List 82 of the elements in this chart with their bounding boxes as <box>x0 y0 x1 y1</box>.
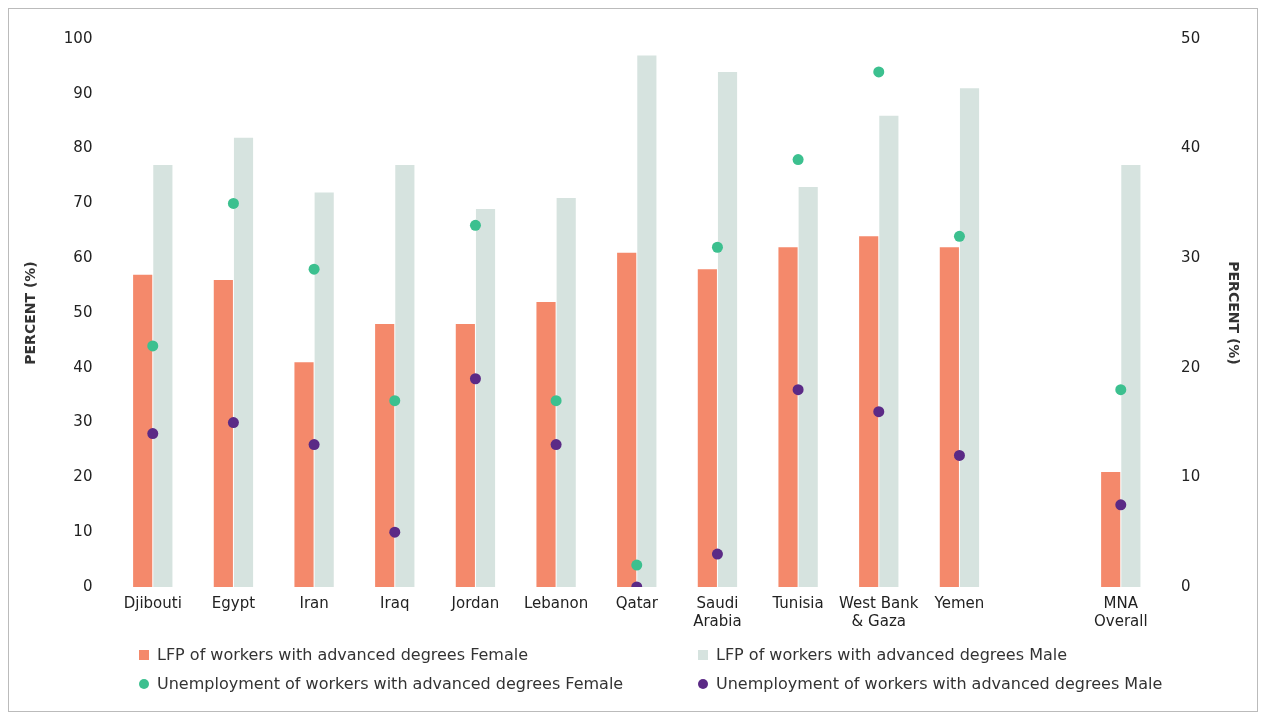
point <box>147 428 159 440</box>
x-tick-label: Egypt <box>211 593 256 612</box>
x-tick-label: Lebanon <box>523 593 589 612</box>
y-tick-label: 40 <box>73 357 93 376</box>
x-tick-label: Jordan <box>450 593 500 612</box>
y-tick-label: 0 <box>82 576 93 595</box>
y-tick-label: 100 <box>63 28 93 47</box>
y-tick-label: 90 <box>73 83 93 102</box>
legend-label: Unemployment of workers with advanced degrees Female <box>157 674 624 693</box>
y2-tick-label: 10 <box>1181 467 1201 486</box>
bar <box>1101 471 1121 587</box>
bar <box>617 252 637 587</box>
point <box>953 449 965 461</box>
point <box>711 241 723 253</box>
point <box>227 197 239 209</box>
point <box>792 154 804 166</box>
x-tick-label: Tunisia <box>771 593 824 612</box>
point <box>1115 384 1127 396</box>
bar <box>475 208 496 587</box>
bar <box>153 165 173 587</box>
y2-axis-title: PERCENT (%) <box>1225 261 1242 365</box>
y2-tick-label: 20 <box>1181 357 1201 376</box>
bar <box>697 269 717 587</box>
y-tick-label: 80 <box>73 138 93 157</box>
bar <box>294 362 314 587</box>
x-tick-label: Iraq <box>380 593 410 612</box>
bar <box>717 71 738 587</box>
point <box>550 395 562 407</box>
y-tick-label: 20 <box>73 467 93 486</box>
point <box>953 230 965 242</box>
point <box>308 263 320 275</box>
x-tick-label: Iran <box>299 593 329 612</box>
legend-label: LFP of workers with advanced degrees Female <box>157 645 528 664</box>
bar <box>959 88 980 587</box>
bar <box>375 323 395 587</box>
x-tick-label: Djibouti <box>123 593 182 612</box>
y2-tick-label: 30 <box>1181 248 1201 267</box>
point <box>1115 499 1127 511</box>
point <box>873 406 885 418</box>
point <box>389 395 401 407</box>
legend-label: LFP of workers with advanced degrees Male <box>716 645 1068 664</box>
x-tick-label: Saudi Arabia <box>693 593 742 630</box>
point <box>711 548 723 560</box>
point <box>550 439 562 451</box>
point <box>792 384 804 396</box>
bar <box>859 236 879 587</box>
legend-label: Unemployment of workers with advanced degrees Male <box>716 674 1163 693</box>
point <box>227 417 239 429</box>
bar <box>133 274 153 587</box>
point <box>873 66 885 78</box>
bar <box>536 302 556 587</box>
point <box>147 340 159 352</box>
bar <box>778 247 798 587</box>
x-tick-label: MNA Overall <box>1093 593 1148 630</box>
bar <box>637 55 657 587</box>
x-tick-label: Yemen <box>933 593 985 612</box>
y2-tick-label: 50 <box>1181 28 1201 47</box>
point <box>469 219 481 231</box>
bar <box>233 137 254 587</box>
point <box>308 439 320 451</box>
x-tick-label: Qatar <box>615 593 659 612</box>
bar <box>213 280 233 587</box>
bar <box>314 192 334 587</box>
bar <box>1121 165 1141 587</box>
point <box>389 526 401 538</box>
x-tick-label: West Bank & Gaza <box>839 593 919 630</box>
y-tick-label: 10 <box>73 522 93 541</box>
point <box>469 373 481 385</box>
point <box>631 559 643 571</box>
bar <box>939 247 959 587</box>
y-tick-label: 30 <box>73 412 93 431</box>
y2-tick-label: 0 <box>1181 576 1191 595</box>
y-tick-label: 60 <box>73 248 93 267</box>
y-axis-title: PERCENT (%) <box>22 261 39 365</box>
y2-tick-label: 40 <box>1181 138 1201 157</box>
bar <box>798 186 818 587</box>
y-tick-label: 50 <box>73 302 93 321</box>
bar <box>879 115 899 587</box>
bar <box>455 323 475 587</box>
bar <box>395 165 415 587</box>
bar <box>556 197 576 587</box>
y-tick-label: 70 <box>73 193 93 212</box>
